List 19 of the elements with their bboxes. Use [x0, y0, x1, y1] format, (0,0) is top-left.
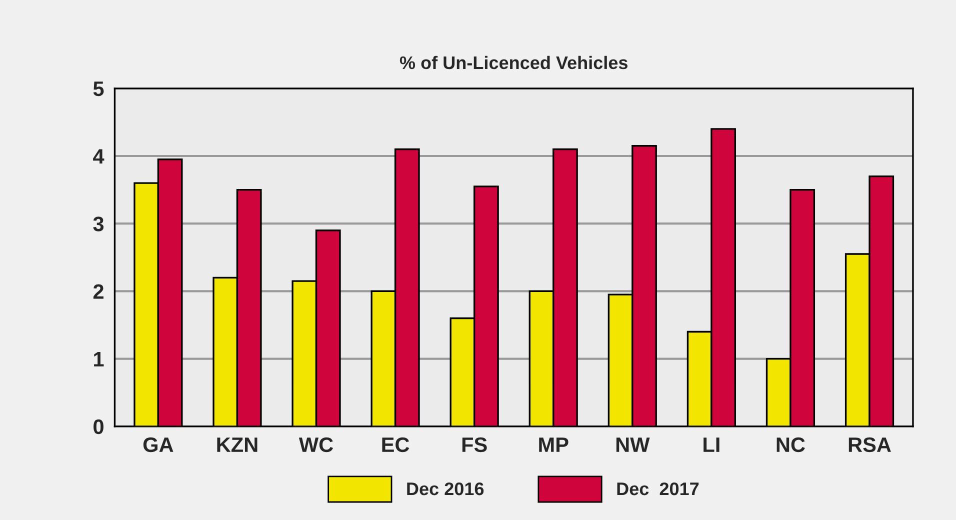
x-tick-label: FS	[462, 437, 487, 452]
y-tick-label: 4	[93, 149, 104, 164]
y-tick-label: 5	[93, 82, 104, 96]
x-tick-label: NC	[776, 437, 805, 452]
chart-title: % of Un-Licenced Vehicles	[400, 56, 628, 70]
x-tick-label: NW	[616, 438, 650, 452]
y-tick-label: 3	[93, 216, 104, 232]
legend-label: Dec 2017	[617, 482, 699, 496]
x-tick-label: EC	[382, 437, 410, 452]
x-tick-label: MP	[539, 438, 568, 452]
y-tick-label: 0	[94, 419, 104, 434]
x-tick-label: GA	[143, 437, 174, 452]
legend-label: Dec 2016	[407, 482, 484, 496]
y-tick-label: 1	[94, 352, 104, 366]
x-tick-label: KZN	[217, 438, 258, 452]
x-tick-label: WC	[298, 437, 334, 452]
x-tick-label: RSA	[848, 437, 891, 452]
x-tick-label: LI	[704, 438, 720, 452]
y-tick-label: 2	[93, 284, 104, 299]
